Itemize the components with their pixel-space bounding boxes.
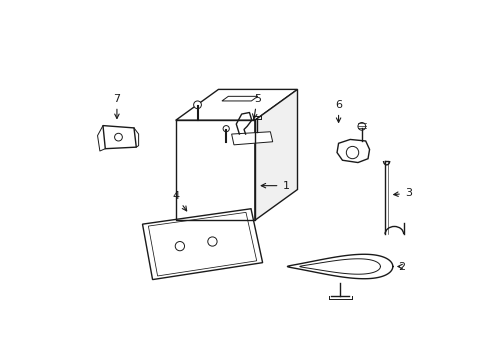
- Text: 4: 4: [172, 191, 186, 211]
- Polygon shape: [103, 126, 136, 149]
- Polygon shape: [176, 89, 297, 120]
- Text: 5: 5: [252, 94, 260, 118]
- Polygon shape: [142, 209, 262, 280]
- Polygon shape: [336, 139, 369, 163]
- Text: 7: 7: [113, 94, 120, 118]
- Circle shape: [193, 101, 201, 109]
- Text: 3: 3: [393, 188, 411, 198]
- Text: 6: 6: [334, 100, 342, 122]
- Polygon shape: [254, 89, 297, 220]
- Circle shape: [223, 126, 229, 132]
- Polygon shape: [231, 132, 272, 145]
- Polygon shape: [222, 96, 257, 101]
- Text: 2: 2: [397, 261, 405, 271]
- Text: 1: 1: [261, 181, 289, 191]
